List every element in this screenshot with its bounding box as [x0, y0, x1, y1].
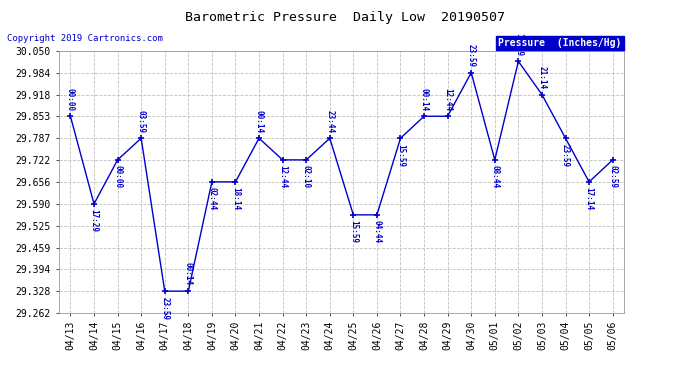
Text: 17:14: 17:14	[584, 188, 593, 210]
Text: 23:44: 23:44	[325, 110, 334, 133]
Text: 04:44: 04:44	[373, 220, 382, 243]
Text: Barometric Pressure  Daily Low  20190507: Barometric Pressure Daily Low 20190507	[185, 11, 505, 24]
Text: 15:59: 15:59	[396, 144, 405, 167]
Text: 02:59: 02:59	[608, 165, 617, 189]
Text: 23:59: 23:59	[160, 297, 169, 320]
Text: 00:14: 00:14	[420, 88, 428, 111]
Text: 12:44: 12:44	[443, 88, 452, 111]
Text: 08:44: 08:44	[491, 165, 500, 189]
Text: 00:14: 00:14	[255, 110, 264, 133]
Text: 00:00: 00:00	[66, 88, 75, 111]
Text: Copyright 2019 Cartronics.com: Copyright 2019 Cartronics.com	[7, 34, 163, 43]
Text: 18:14: 18:14	[231, 188, 240, 210]
Text: 12:44: 12:44	[278, 165, 287, 189]
Text: 00:00: 00:00	[113, 165, 122, 189]
Text: 00:14: 00:14	[184, 262, 193, 286]
Text: 17:29: 17:29	[90, 209, 99, 232]
Text: 23:59: 23:59	[561, 144, 570, 167]
Text: 02:44: 02:44	[208, 188, 217, 210]
Text: 18:59: 18:59	[514, 33, 523, 56]
Text: 23:59: 23:59	[466, 44, 475, 67]
Text: 02:10: 02:10	[302, 165, 310, 189]
Text: Pressure  (Inches/Hg): Pressure (Inches/Hg)	[498, 38, 622, 48]
Text: 15:59: 15:59	[349, 220, 358, 243]
Text: 03:59: 03:59	[137, 110, 146, 133]
Text: 21:14: 21:14	[538, 66, 546, 89]
